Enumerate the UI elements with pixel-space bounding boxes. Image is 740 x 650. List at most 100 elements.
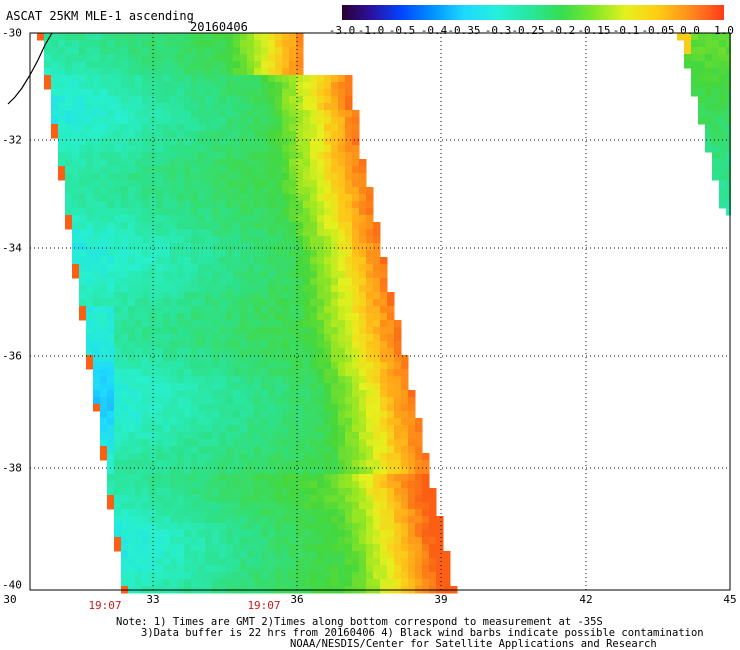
swath-cell bbox=[331, 530, 339, 538]
swath-cell bbox=[261, 565, 269, 573]
swath-cell bbox=[394, 341, 402, 349]
swath-cell bbox=[705, 96, 713, 104]
swath-cell bbox=[345, 201, 353, 209]
colorbar-tick-label: -0.25 bbox=[511, 24, 545, 37]
swath-cell bbox=[100, 341, 108, 349]
swath-cell bbox=[170, 369, 178, 377]
swath-cell bbox=[79, 82, 87, 90]
swath-cell bbox=[198, 201, 206, 209]
swath-cell bbox=[443, 558, 451, 566]
swath-cell bbox=[121, 68, 129, 76]
swath-cell bbox=[296, 432, 304, 440]
swath-cell bbox=[121, 33, 129, 41]
swath-cell bbox=[163, 474, 171, 482]
swath-cell bbox=[135, 390, 143, 398]
swath-cell bbox=[317, 390, 325, 398]
swath-cell bbox=[338, 187, 346, 195]
swath-cell bbox=[72, 47, 80, 55]
swath-cell bbox=[51, 124, 59, 132]
swath-cell bbox=[219, 551, 227, 559]
swath-cell bbox=[324, 124, 332, 132]
swath-cell bbox=[205, 75, 213, 83]
swath-cell bbox=[72, 124, 80, 132]
swath-cell bbox=[198, 285, 206, 293]
swath-cell bbox=[359, 327, 367, 335]
swath-cell bbox=[51, 82, 59, 90]
swath-cell bbox=[219, 215, 227, 223]
swath-cell bbox=[142, 208, 150, 216]
swath-cell bbox=[254, 481, 262, 489]
swath-cell bbox=[79, 75, 87, 83]
swath-cell bbox=[289, 82, 297, 90]
swath-cell bbox=[170, 117, 178, 125]
swath-cell bbox=[380, 446, 388, 454]
swath-cell bbox=[170, 54, 178, 62]
swath-cell bbox=[254, 579, 262, 587]
swath-cell bbox=[135, 236, 143, 244]
swath-cell bbox=[156, 236, 164, 244]
swath-cell bbox=[394, 425, 402, 433]
swath-cell bbox=[184, 96, 192, 104]
swath-cell bbox=[726, 194, 731, 202]
swath-cell bbox=[142, 250, 150, 258]
swath-cell bbox=[114, 89, 122, 97]
swath-cell bbox=[310, 355, 318, 363]
swath-cell bbox=[212, 152, 220, 160]
swath-cell bbox=[331, 292, 339, 300]
swath-cell bbox=[254, 54, 262, 62]
swath-cell bbox=[268, 257, 276, 265]
swath-cell bbox=[163, 257, 171, 265]
swath-cell bbox=[240, 250, 248, 258]
swath-cell bbox=[177, 33, 185, 41]
swath-cell bbox=[331, 82, 339, 90]
swath-cell bbox=[191, 89, 199, 97]
swath-cell bbox=[177, 334, 185, 342]
swath-cell bbox=[261, 551, 269, 559]
swath-cell bbox=[415, 516, 423, 524]
swath-cell bbox=[72, 145, 80, 153]
swath-cell bbox=[184, 138, 192, 146]
swath-cell bbox=[296, 502, 304, 510]
swath-cell bbox=[289, 285, 297, 293]
swath-cell bbox=[156, 558, 164, 566]
swath-cell bbox=[331, 173, 339, 181]
swath-cell bbox=[275, 467, 283, 475]
swath-cell bbox=[191, 187, 199, 195]
swath-cell bbox=[310, 348, 318, 356]
swath-cell bbox=[352, 446, 360, 454]
swath-cell bbox=[352, 355, 360, 363]
swath-cell bbox=[705, 82, 713, 90]
swath-cell bbox=[359, 173, 367, 181]
swath-cell bbox=[93, 369, 101, 377]
swath-cell bbox=[359, 187, 367, 195]
swath-cell bbox=[107, 166, 115, 174]
swath-cell bbox=[226, 257, 234, 265]
swath-cell bbox=[121, 236, 129, 244]
swath-cell bbox=[345, 243, 353, 251]
swath-cell bbox=[303, 348, 311, 356]
swath-cell bbox=[261, 481, 269, 489]
swath-cell bbox=[338, 467, 346, 475]
swath-cell bbox=[184, 537, 192, 545]
swath-cell bbox=[135, 68, 143, 76]
swath-cell bbox=[177, 285, 185, 293]
swath-cell bbox=[121, 96, 129, 104]
swath-cell bbox=[86, 75, 94, 83]
swath-cell bbox=[345, 208, 353, 216]
colorbar-tick-label: 1.0 bbox=[714, 24, 734, 37]
swath-cell bbox=[184, 509, 192, 517]
swath-cell bbox=[72, 82, 80, 90]
swath-cell bbox=[149, 131, 157, 139]
swath-cell bbox=[142, 558, 150, 566]
swath-cell bbox=[275, 495, 283, 503]
swath-cell bbox=[247, 306, 255, 314]
swath-cell bbox=[65, 117, 73, 125]
swath-cell bbox=[93, 117, 101, 125]
swath-cell bbox=[380, 460, 388, 468]
swath-cell bbox=[275, 89, 283, 97]
swath-cell bbox=[86, 348, 94, 356]
swath-cell bbox=[219, 439, 227, 447]
swath-cell bbox=[86, 327, 94, 335]
swath-cell bbox=[163, 138, 171, 146]
swath-cell bbox=[282, 82, 290, 90]
